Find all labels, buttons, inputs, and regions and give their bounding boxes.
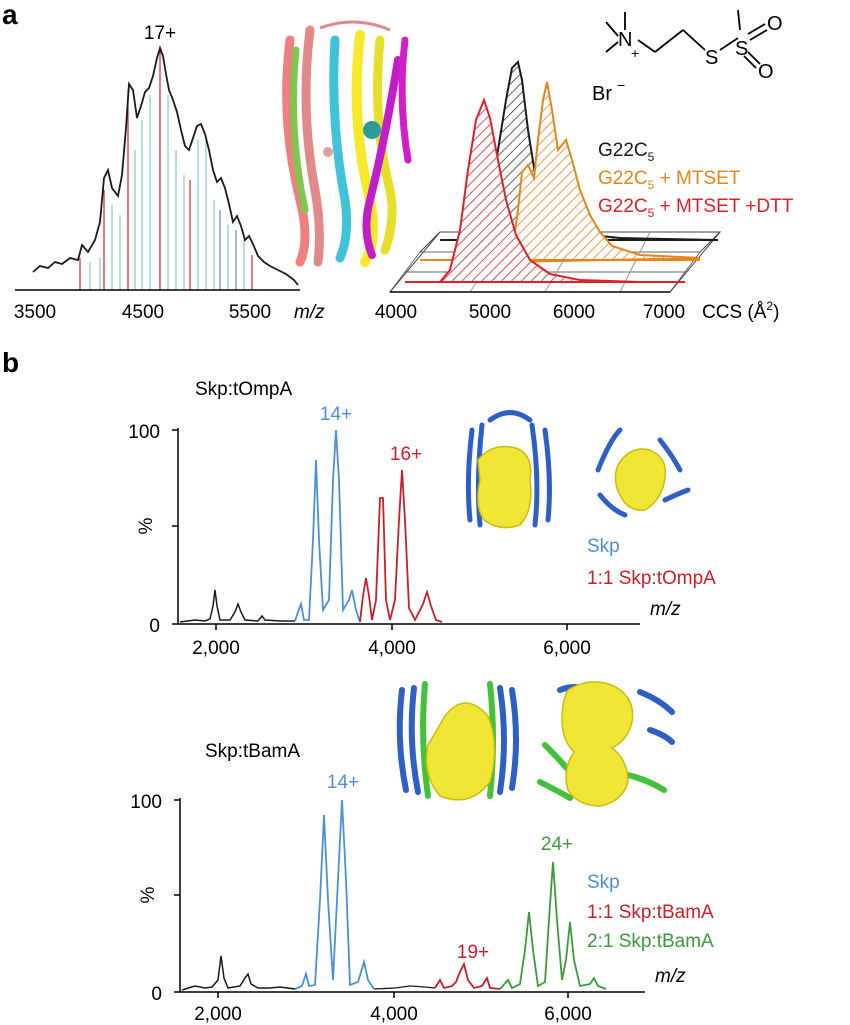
trace-noise bbox=[181, 955, 296, 991]
charge-state-label: 17+ bbox=[144, 23, 176, 44]
trace-complex-1to1 bbox=[434, 961, 501, 990]
skp-tompa-spectrum: Skp:tOmpA 100 0 % 2,000 4,000 6,000 m/z … bbox=[128, 379, 716, 659]
x-tick-label: 4500 bbox=[122, 302, 164, 323]
legend-entry: 1:1 Skp:tOmpA bbox=[587, 568, 716, 589]
sulfur-atom: S bbox=[705, 47, 718, 69]
ccs-trace-g22c5-mtset-dtt bbox=[437, 97, 641, 283]
ccs-legend-entry: G22C5 + MTSET +DTT bbox=[598, 196, 794, 220]
plot-title: Skp:tOmpA bbox=[195, 379, 292, 400]
legend-entry: 1:1 Skp:tBamA bbox=[587, 902, 714, 923]
trace-noise bbox=[179, 589, 295, 623]
y-tick-label: 0 bbox=[151, 984, 162, 1005]
peak-lines bbox=[79, 50, 253, 290]
nitrogen-atom: N bbox=[618, 29, 632, 51]
y-tick-label: 100 bbox=[128, 422, 160, 443]
y-axis-label: % bbox=[136, 517, 157, 534]
native-ms-spectrum: 17+ 3500 4500 5500 m/z bbox=[14, 23, 325, 323]
y-axis-label: % bbox=[138, 886, 159, 903]
x-tick-label: 6000 bbox=[553, 302, 595, 323]
charge-state-label: 14+ bbox=[327, 772, 359, 793]
ccs-waterfall-plot: G22C5 G22C5 + MTSET G22C5 + MTSET +DTT 4… bbox=[375, 60, 794, 323]
x-tick-label: 7000 bbox=[643, 302, 685, 323]
skp-tompa-side-view-icon bbox=[465, 410, 552, 529]
x-axis-unit: m/z bbox=[294, 302, 325, 323]
oxygen-atom: O bbox=[758, 61, 774, 83]
mtset-chemical-structure bbox=[605, 9, 768, 69]
charge-state-label: 19+ bbox=[457, 942, 489, 963]
trace-skp bbox=[294, 799, 375, 990]
skp-tbama-2to1-view-icon bbox=[537, 681, 675, 807]
legend-entry: Skp bbox=[587, 872, 620, 893]
skp-tbama-side-view-icon bbox=[396, 681, 519, 801]
protein-structure-icon bbox=[282, 20, 412, 267]
x-tick-label: 5000 bbox=[469, 302, 511, 323]
charge-state-label: 14+ bbox=[320, 404, 352, 425]
ccs-legend-entry: G22C5 bbox=[598, 140, 655, 164]
x-tick-label: 4,000 bbox=[368, 638, 416, 659]
legend-entry: 2:1 Skp:tBamA bbox=[587, 931, 714, 952]
x-axis-unit: m/z bbox=[655, 966, 686, 987]
x-tick-label: 6,000 bbox=[543, 638, 591, 659]
charge-state-label: 16+ bbox=[390, 444, 422, 465]
sulfonyl-sulfur-atom: S bbox=[735, 38, 748, 60]
oxygen-atom: O bbox=[767, 13, 783, 35]
plot-title: Skp:tBamA bbox=[205, 741, 300, 762]
panel-label-b: b bbox=[2, 347, 19, 378]
x-tick-label: 4,000 bbox=[370, 1004, 418, 1025]
x-tick-label: 5500 bbox=[229, 302, 271, 323]
x-axis-unit: m/z bbox=[650, 599, 681, 620]
trace-noise bbox=[373, 985, 436, 990]
positive-charge: + bbox=[631, 45, 639, 61]
x-tick-label: 2,000 bbox=[192, 638, 240, 659]
legend-entry: Skp bbox=[587, 536, 620, 557]
bromide-counterion: Br bbox=[592, 83, 612, 105]
x-tick-label: 3500 bbox=[14, 302, 56, 323]
x-tick-label: 6,000 bbox=[544, 1004, 592, 1025]
x-axis-unit: CCS (Å2) bbox=[702, 299, 779, 323]
skp-tompa-top-view-icon bbox=[595, 427, 691, 518]
trace-complex-2to1 bbox=[499, 861, 607, 990]
trace-skp bbox=[294, 429, 361, 623]
skp-tbama-spectrum: Skp:tBamA 100 0 % 2,000 4,000 6,000 m/z … bbox=[130, 741, 714, 1025]
ccs-trace-g22c5-mtset bbox=[503, 81, 701, 264]
trace-complex-1to1 bbox=[359, 469, 443, 623]
y-tick-label: 100 bbox=[130, 792, 162, 813]
charge-state-label: 24+ bbox=[541, 834, 573, 855]
negative-charge: − bbox=[617, 77, 625, 93]
x-tick-label: 4000 bbox=[375, 302, 417, 323]
y-tick-label: 0 bbox=[149, 616, 160, 637]
panel-label-a: a bbox=[2, 0, 18, 30]
spectrum-trace bbox=[32, 45, 299, 286]
x-tick-label: 2,000 bbox=[194, 1004, 242, 1025]
ccs-legend-entry: G22C5 + MTSET bbox=[598, 168, 741, 192]
